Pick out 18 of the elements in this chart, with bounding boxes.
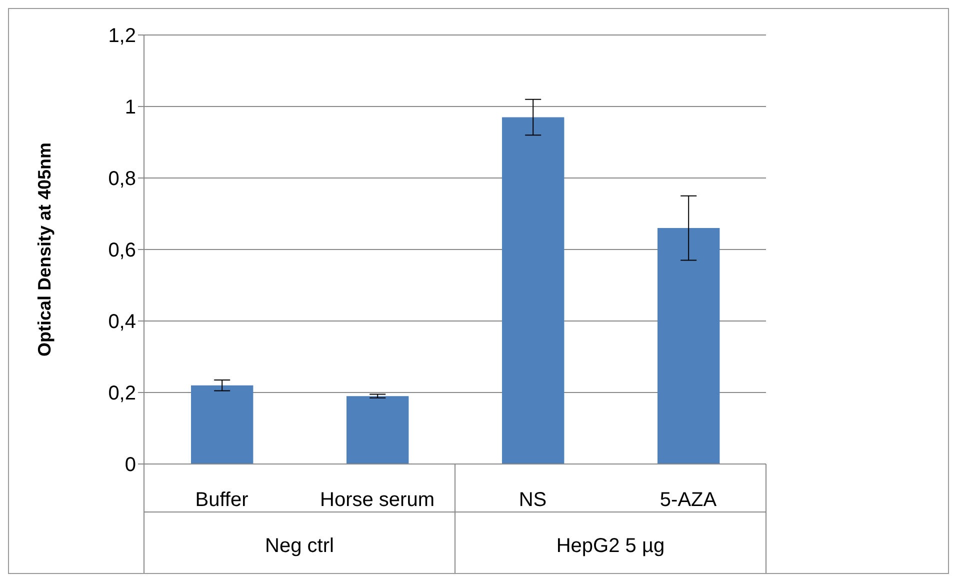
x-tick-label: NS: [518, 489, 547, 511]
x-tick-label: Buffer: [195, 489, 249, 511]
text: Neg ctrl: [265, 535, 334, 557]
bar: [502, 117, 564, 464]
bar: [658, 228, 720, 464]
y-axis-title: Optical Density at 405nm: [34, 142, 54, 357]
y-tick-label: 0,8: [108, 168, 136, 190]
y-tick-label: 0,4: [108, 311, 136, 334]
bar: [346, 396, 409, 464]
y-tick-label: 1,2: [108, 25, 136, 48]
x-tick-label: Horse serum: [320, 489, 434, 511]
y-tick-label: 1: [124, 96, 136, 119]
y-tick-label: 0: [124, 454, 136, 476]
x-tick-label: 5-AZA: [660, 489, 718, 511]
text: HepG2 5 µg: [556, 535, 665, 557]
y-tick-label: 0,2: [108, 382, 136, 405]
bar: [191, 385, 254, 464]
y-tick-label: 0,6: [108, 240, 136, 262]
